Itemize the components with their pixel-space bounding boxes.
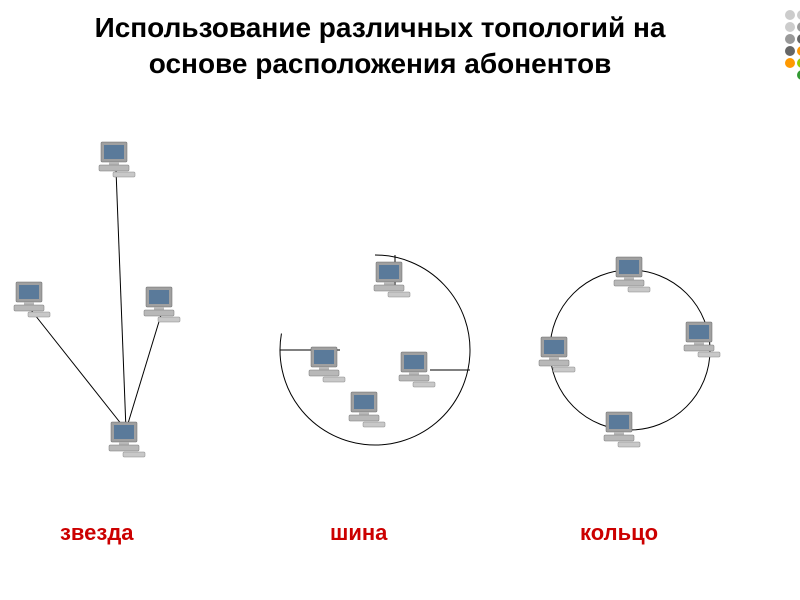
computer-bus-b1 (370, 260, 412, 298)
label-ring: кольцо (580, 520, 658, 546)
computer-ring-r3 (680, 320, 722, 358)
label-star: звезда (60, 520, 134, 546)
deco-dot (785, 22, 795, 32)
computer-star-left (10, 280, 52, 318)
computer-ring-r1 (610, 255, 652, 293)
computer-bus-b4 (345, 390, 387, 428)
computer-bus-b3 (395, 350, 437, 388)
computer-star-hub (105, 420, 147, 458)
deco-dot (785, 58, 795, 68)
computer-star-top (95, 140, 137, 178)
title-line-2: основе расположения абонентов (149, 48, 612, 79)
computer-ring-r4 (600, 410, 642, 448)
diagram-area: звезда шина кольцо (0, 120, 800, 540)
computer-bus-b2 (305, 345, 347, 383)
deco-dot (785, 34, 795, 44)
deco-dot (785, 46, 795, 56)
page-title: Использование различных топологий на осн… (0, 10, 760, 83)
computer-star-right (140, 285, 182, 323)
label-bus: шина (330, 520, 387, 546)
deco-dot (785, 10, 795, 20)
computer-ring-r2 (535, 335, 577, 373)
title-line-1: Использование различных топологий на (95, 12, 666, 43)
